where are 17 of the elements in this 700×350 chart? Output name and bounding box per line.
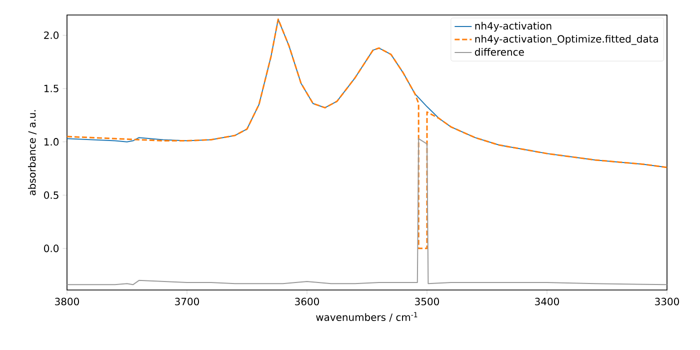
y-tick-label: 1.0: [44, 138, 59, 146]
y-tick-label: 0.0: [44, 244, 59, 252]
legend-label: nh4y-activation: [475, 22, 552, 32]
y-tick-label: 2.0: [44, 31, 59, 40]
line-series: [66, 18, 667, 250]
x-tick-label: 3300: [655, 298, 680, 306]
x-tick-label: 3500: [415, 298, 440, 306]
x-tick-label: 3600: [295, 298, 320, 306]
x-tick-label: 3800: [55, 298, 80, 306]
y-axis-title: absorbance / a.u.: [28, 110, 37, 196]
legend-label: difference: [474, 48, 524, 56]
y-tick-label: 1.5: [44, 84, 58, 92]
x-axis-title: wavenumbers / cm$^{-1}$: [316, 312, 418, 322]
y-tick-label: 0.5: [44, 191, 58, 199]
legend-label: nh4y-activation_Optimize.fitted_data: [475, 34, 658, 45]
x-tick-label: 3700: [175, 298, 200, 306]
x-tick-label: 3400: [535, 298, 560, 306]
